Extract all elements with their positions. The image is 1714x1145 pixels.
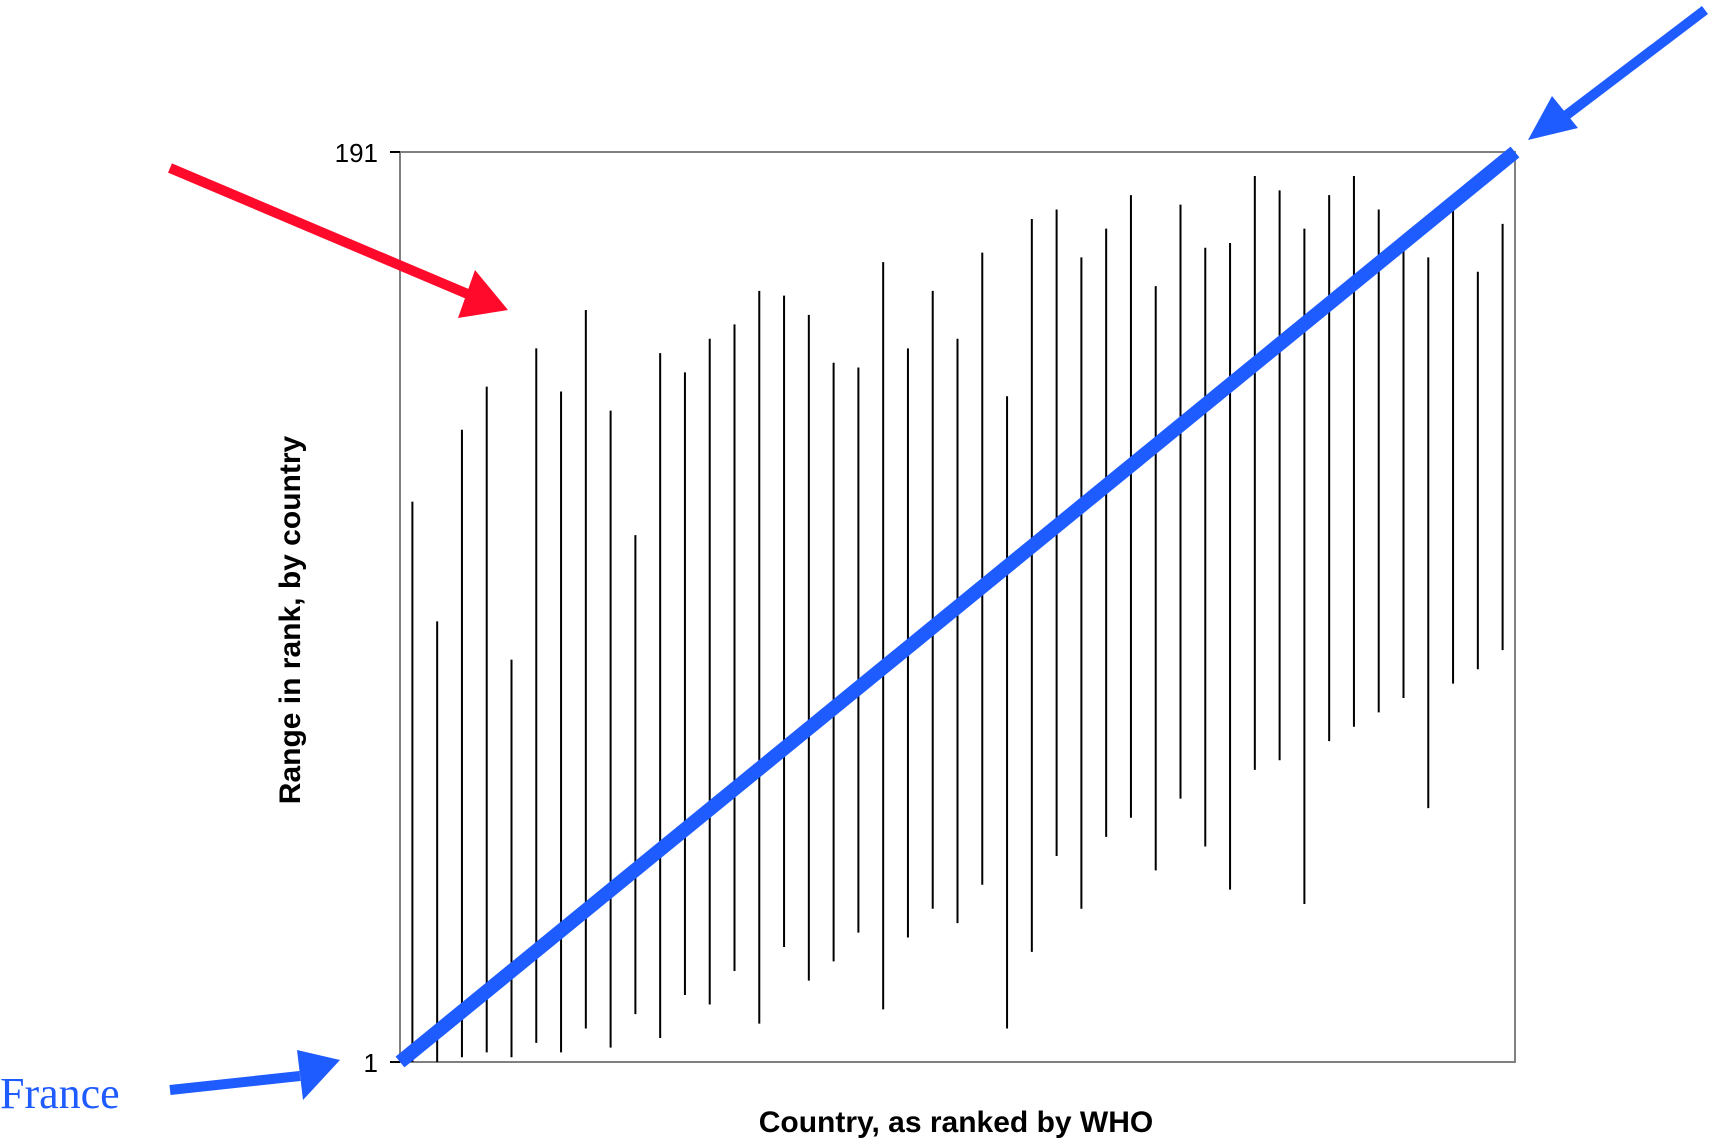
- x-axis-title: Country, as ranked by WHO: [759, 1106, 1154, 1139]
- blue-arrow-france: [169, 1050, 340, 1100]
- range-bars: [411, 175, 1504, 1062]
- blue-arrow-top-right: [1528, 6, 1709, 140]
- plot-frame: [399, 151, 1516, 1063]
- y-tick-label-191: 191: [335, 138, 378, 168]
- y-axis-title: Range in rank, by country: [274, 435, 307, 804]
- reference-diagonal-line: [395, 146, 1520, 1068]
- france-label: France: [0, 1069, 120, 1118]
- y-tick-label-1: 1: [364, 1048, 378, 1078]
- red-arrow: [168, 163, 508, 318]
